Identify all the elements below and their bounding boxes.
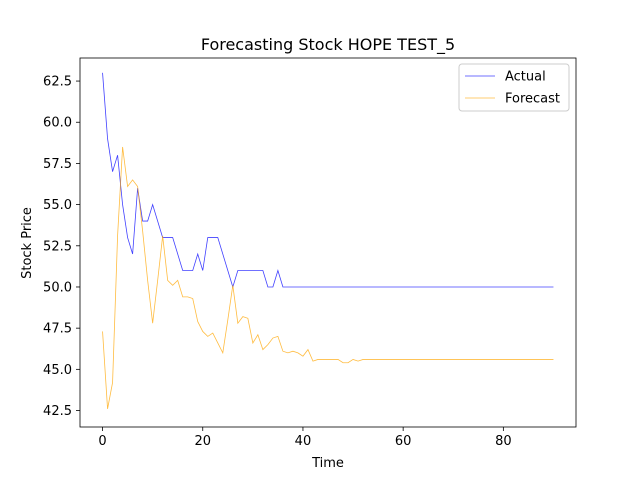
y-tick-label: 45.0 (43, 363, 72, 378)
y-tick-label: 60.0 (43, 116, 72, 131)
x-tick-label: 40 (295, 434, 312, 449)
y-tick-label: 52.5 (43, 239, 72, 254)
legend: Actual Forecast (458, 63, 570, 112)
x-axis-label: Time (311, 456, 344, 471)
x-tick-label: 60 (395, 434, 412, 449)
plot-area (79, 57, 577, 428)
legend-label-forecast: Forecast (505, 92, 560, 107)
series-line-actual (102, 72, 554, 289)
x-axis: 0 20 40 60 80 (98, 427, 512, 449)
x-tick-label: 80 (495, 434, 512, 449)
legend-label-actual: Actual (505, 70, 546, 85)
y-tick-label: 50.0 (43, 280, 72, 295)
y-tick-label: 55.0 (43, 198, 72, 213)
series-line-forecast (102, 146, 554, 409)
y-tick-label: 42.5 (43, 404, 72, 419)
x-tick-label: 20 (194, 434, 211, 449)
y-tick-label: 47.5 (43, 322, 72, 337)
x-tick-label: 0 (98, 434, 106, 449)
plot-frame (79, 57, 577, 428)
y-tick-label: 57.5 (43, 157, 72, 172)
y-tick-label: 62.5 (43, 75, 72, 90)
y-axis-label: Stock Price (20, 207, 35, 279)
y-axis: 42.5 45.0 47.5 50.0 52.5 55.0 57.5 60.0 62.5 (43, 75, 80, 419)
chart-title: Forecasting Stock HOPE TEST_5 (201, 35, 455, 55)
